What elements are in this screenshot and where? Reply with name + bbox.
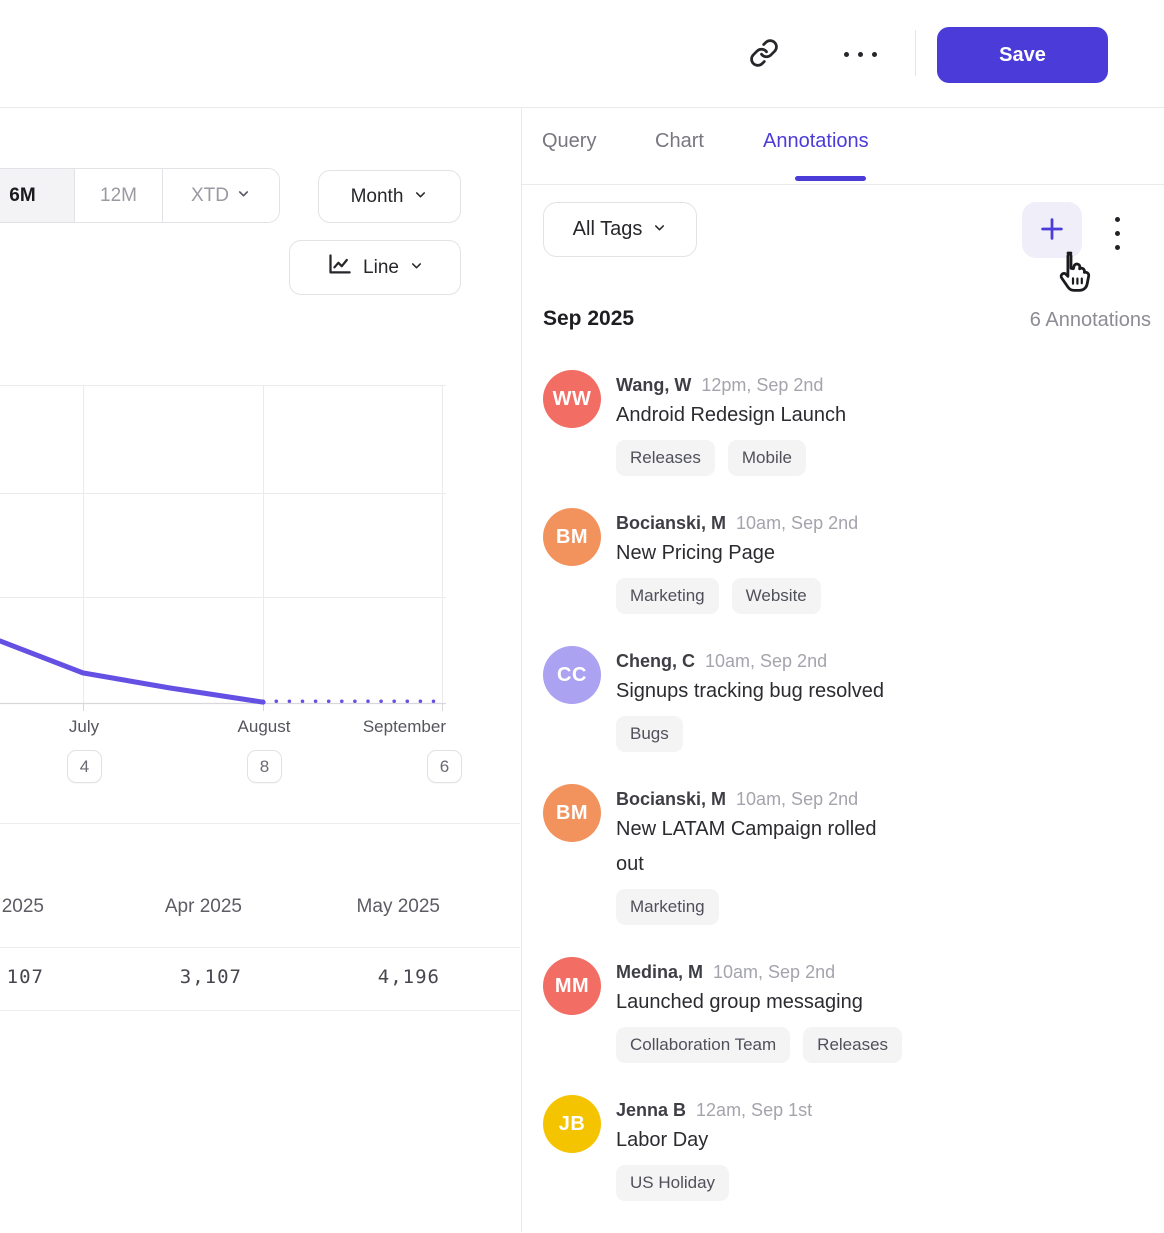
annotation-count-badge-august[interactable]: 8	[247, 750, 282, 783]
ellipsis-icon	[843, 51, 877, 57]
annotation-tags: Releases Mobile	[616, 440, 846, 476]
table-header-col1: 2025	[1, 896, 44, 917]
table-border-top	[0, 823, 520, 824]
line-chart	[0, 385, 446, 712]
x-axis-labels: July August September	[0, 717, 446, 739]
tag-pill[interactable]: Marketing	[616, 889, 719, 925]
annotation-tags: Marketing Website	[616, 578, 858, 614]
annotation-title: Labor Day	[616, 1129, 709, 1151]
annotation-time: 10am, Sep 2nd	[736, 789, 859, 809]
annotation-tags: Marketing	[616, 889, 876, 925]
tabs-divider	[522, 184, 1164, 185]
chart-type-dropdown[interactable]: Line	[289, 240, 461, 295]
tag-pill[interactable]: Collaboration Team	[616, 1027, 791, 1063]
tab-chart[interactable]: Chart	[655, 130, 704, 152]
annotation-time: 12am, Sep 1st	[696, 1100, 813, 1120]
table-value-col1: 107	[6, 966, 44, 988]
annotation-group-header: Sep 2025	[543, 307, 635, 330]
annotation-time: 12pm, Sep 2nd	[701, 375, 824, 395]
range-xtd-button[interactable]: XTD	[162, 169, 279, 222]
table-header-col2: Apr 2025	[164, 896, 242, 917]
avatar: BM	[543, 784, 601, 842]
chevron-down-icon	[413, 186, 428, 208]
chevron-down-icon	[409, 257, 424, 279]
annotation-title: New Pricing Page	[616, 542, 775, 564]
tag-pill[interactable]: Marketing	[616, 578, 719, 614]
header-border	[0, 107, 1164, 108]
annotation-title: New LATAM Campaign rolled out	[616, 818, 877, 875]
annotation-tags: US Holiday	[616, 1165, 812, 1201]
avatar: WW	[543, 370, 601, 428]
axis-label-september: September	[362, 717, 446, 736]
tag-pill[interactable]: Bugs	[616, 716, 683, 752]
annotation-author: Wang, W	[616, 375, 692, 395]
annotation-item[interactable]: BM Bocianski, M 10am, Sep 2nd New Pricin…	[543, 508, 988, 614]
annotation-count-badge-july[interactable]: 4	[67, 750, 102, 783]
annotation-title: Signups tracking bug resolved	[616, 680, 884, 702]
plus-icon	[1037, 214, 1067, 247]
avatar: CC	[543, 646, 601, 704]
tag-pill[interactable]: Releases	[616, 440, 715, 476]
annotation-item[interactable]: MM Medina, M 10am, Sep 2nd Launched grou…	[543, 957, 988, 1063]
annotation-tags: Collaboration Team Releases	[616, 1027, 903, 1063]
annotation-title: Launched group messaging	[616, 991, 863, 1013]
granularity-dropdown[interactable]: Month	[318, 170, 461, 223]
line-chart-icon	[326, 251, 353, 284]
kebab-icon	[1114, 216, 1120, 250]
annotation-count-badge-september[interactable]: 6	[427, 750, 462, 783]
annotations-menu-button[interactable]	[1103, 210, 1131, 256]
annotation-author: Jenna B	[616, 1100, 687, 1120]
topbar: Save	[0, 0, 1164, 107]
annotation-item[interactable]: BM Bocianski, M 10am, Sep 2nd New LATAM …	[543, 784, 988, 925]
tag-pill[interactable]: Releases	[803, 1027, 903, 1063]
annotation-time: 10am, Sep 2nd	[736, 513, 859, 533]
chevron-down-icon	[236, 185, 251, 207]
annotation-group-count: 6 Annotations	[1029, 309, 1151, 331]
copy-link-button[interactable]	[738, 28, 790, 80]
table-value-col2: 3,107	[179, 966, 242, 988]
add-annotation-button[interactable]	[1022, 202, 1082, 258]
tag-filter-dropdown[interactable]: All Tags	[543, 202, 697, 257]
chevron-down-icon	[652, 218, 667, 241]
annotation-author: Bocianski, M	[616, 789, 727, 809]
table-header-divider	[0, 947, 520, 948]
annotation-title: Android Redesign Launch	[616, 404, 847, 426]
tag-pill[interactable]: US Holiday	[616, 1165, 730, 1201]
annotation-item[interactable]: CC Cheng, C 10am, Sep 2nd Signups tracki…	[543, 646, 988, 752]
range-12m-button[interactable]: 12M	[74, 169, 162, 222]
avatar: JB	[543, 1095, 601, 1153]
tag-pill[interactable]: Mobile	[727, 440, 806, 476]
annotation-time: 10am, Sep 2nd	[713, 962, 836, 982]
active-tab-indicator	[795, 176, 866, 181]
annotation-tags: Bugs	[616, 716, 884, 752]
annotation-author: Medina, M	[616, 962, 704, 982]
annotation-author: Cheng, C	[616, 651, 695, 671]
range-6m-button[interactable]: 6M	[0, 169, 74, 222]
annotation-author: Bocianski, M	[616, 513, 727, 533]
link-icon	[749, 38, 779, 71]
table-value-col3: 4,196	[377, 966, 440, 988]
date-range-control: 6M 12M XTD	[0, 168, 280, 223]
save-button[interactable]: Save	[937, 27, 1108, 83]
annotation-item[interactable]: JB Jenna B 12am, Sep 1st Labor Day US Ho…	[543, 1095, 988, 1201]
chart-panel: 6M 12M XTD Month Line July Augus	[0, 108, 520, 1232]
annotation-list: WW Wang, W 12pm, Sep 2nd Android Redesig…	[543, 370, 988, 1233]
table-border-bottom	[0, 1010, 520, 1011]
more-options-button[interactable]	[834, 28, 886, 80]
annotation-item[interactable]: WW Wang, W 12pm, Sep 2nd Android Redesig…	[543, 370, 988, 476]
tab-query[interactable]: Query	[542, 130, 597, 152]
tag-pill[interactable]: Website	[731, 578, 821, 614]
tab-annotations[interactable]: Annotations	[763, 130, 869, 152]
annotation-time: 10am, Sep 2nd	[705, 651, 828, 671]
topbar-divider	[915, 30, 916, 76]
axis-label-august: August	[237, 717, 291, 736]
avatar: MM	[543, 957, 601, 1015]
annotations-panel: Query Chart Annotations All Tags Sep 202…	[521, 108, 1164, 1232]
table-header-col3: May 2025	[356, 896, 440, 917]
axis-label-july: July	[68, 717, 100, 736]
avatar: BM	[543, 508, 601, 566]
